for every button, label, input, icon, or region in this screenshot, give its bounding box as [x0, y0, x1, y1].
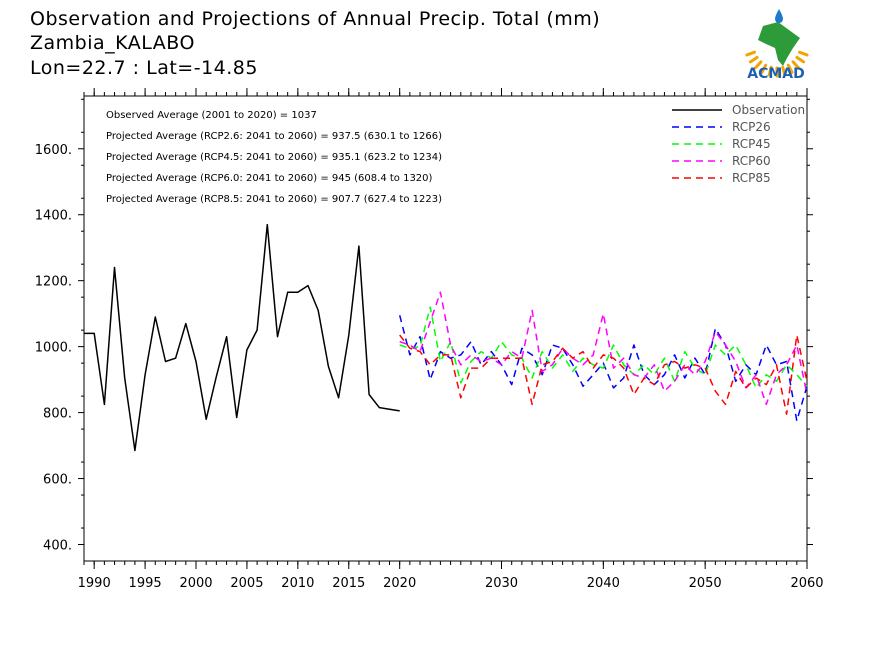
- average-annotation: Projected Average (RCP4.5: 2041 to 2060)…: [106, 152, 442, 163]
- sun-ray: [781, 65, 787, 77]
- sun-ray: [754, 60, 763, 70]
- sun-ray: [791, 60, 800, 70]
- logo-text: ACMAD: [747, 66, 805, 82]
- x-tick-label: 2040: [587, 576, 620, 591]
- raindrop-icon: [775, 9, 783, 23]
- y-tick-label: 1600.: [35, 143, 72, 158]
- legend-label: RCP26: [732, 120, 771, 134]
- x-tick-label: 1990: [78, 576, 111, 591]
- sun-ray: [798, 50, 809, 57]
- legend-label: Observation: [732, 103, 805, 117]
- x-tick-label: 2015: [332, 576, 365, 591]
- x-tick-label: 2010: [281, 576, 314, 591]
- sun-ray: [748, 55, 759, 64]
- y-tick-label: 800.: [43, 407, 72, 422]
- x-tick-label: 1995: [129, 576, 162, 591]
- x-tick-label: 2020: [383, 576, 416, 591]
- sun-ray: [760, 63, 768, 74]
- legend-label: RCP85: [732, 171, 771, 185]
- y-tick-label: 400.: [43, 539, 72, 554]
- x-tick-label: 2050: [689, 576, 722, 591]
- sun-ray: [795, 55, 806, 64]
- series-line-rcp60: [399, 291, 808, 406]
- station-coordinates: Lon=22.7 : Lat=-14.85: [30, 57, 258, 79]
- average-annotation: Projected Average (RCP8.5: 2041 to 2060)…: [106, 194, 442, 205]
- x-tick-label: 2030: [485, 576, 518, 591]
- series-line-rcp45: [399, 306, 808, 389]
- x-tick-label: 2005: [230, 576, 263, 591]
- x-tick-label: 2060: [790, 576, 823, 591]
- series-line-rcp26: [398, 315, 808, 422]
- legend-label: RCP60: [732, 154, 771, 168]
- acmad-logo: ACMAD: [745, 9, 809, 82]
- average-annotation: Projected Average (RCP2.6: 2041 to 2060)…: [106, 131, 442, 142]
- sun-ray: [745, 50, 756, 57]
- series-line-rcp85: [399, 334, 808, 415]
- y-tick-label: 1000.: [35, 341, 72, 356]
- average-annotation: Projected Average (RCP6.0: 2041 to 2060)…: [106, 173, 433, 184]
- plot-frame: [83, 95, 808, 562]
- sun-ray: [786, 63, 794, 74]
- sun-ray: [767, 65, 773, 77]
- series-line-observation: [84, 223, 400, 452]
- y-tick-label: 1200.: [35, 275, 72, 290]
- legend-label: RCP45: [732, 137, 771, 151]
- station-name: Zambia_KALABO: [30, 32, 195, 54]
- average-annotation: Observed Average (2001 to 2020) = 1037: [106, 110, 317, 121]
- y-tick-label: 1400.: [35, 209, 72, 224]
- chart-title: Observation and Projections of Annual Pr…: [30, 8, 601, 30]
- y-tick-label: 600.: [43, 473, 72, 488]
- x-tick-label: 2000: [179, 576, 212, 591]
- africa-map-icon: [758, 22, 800, 66]
